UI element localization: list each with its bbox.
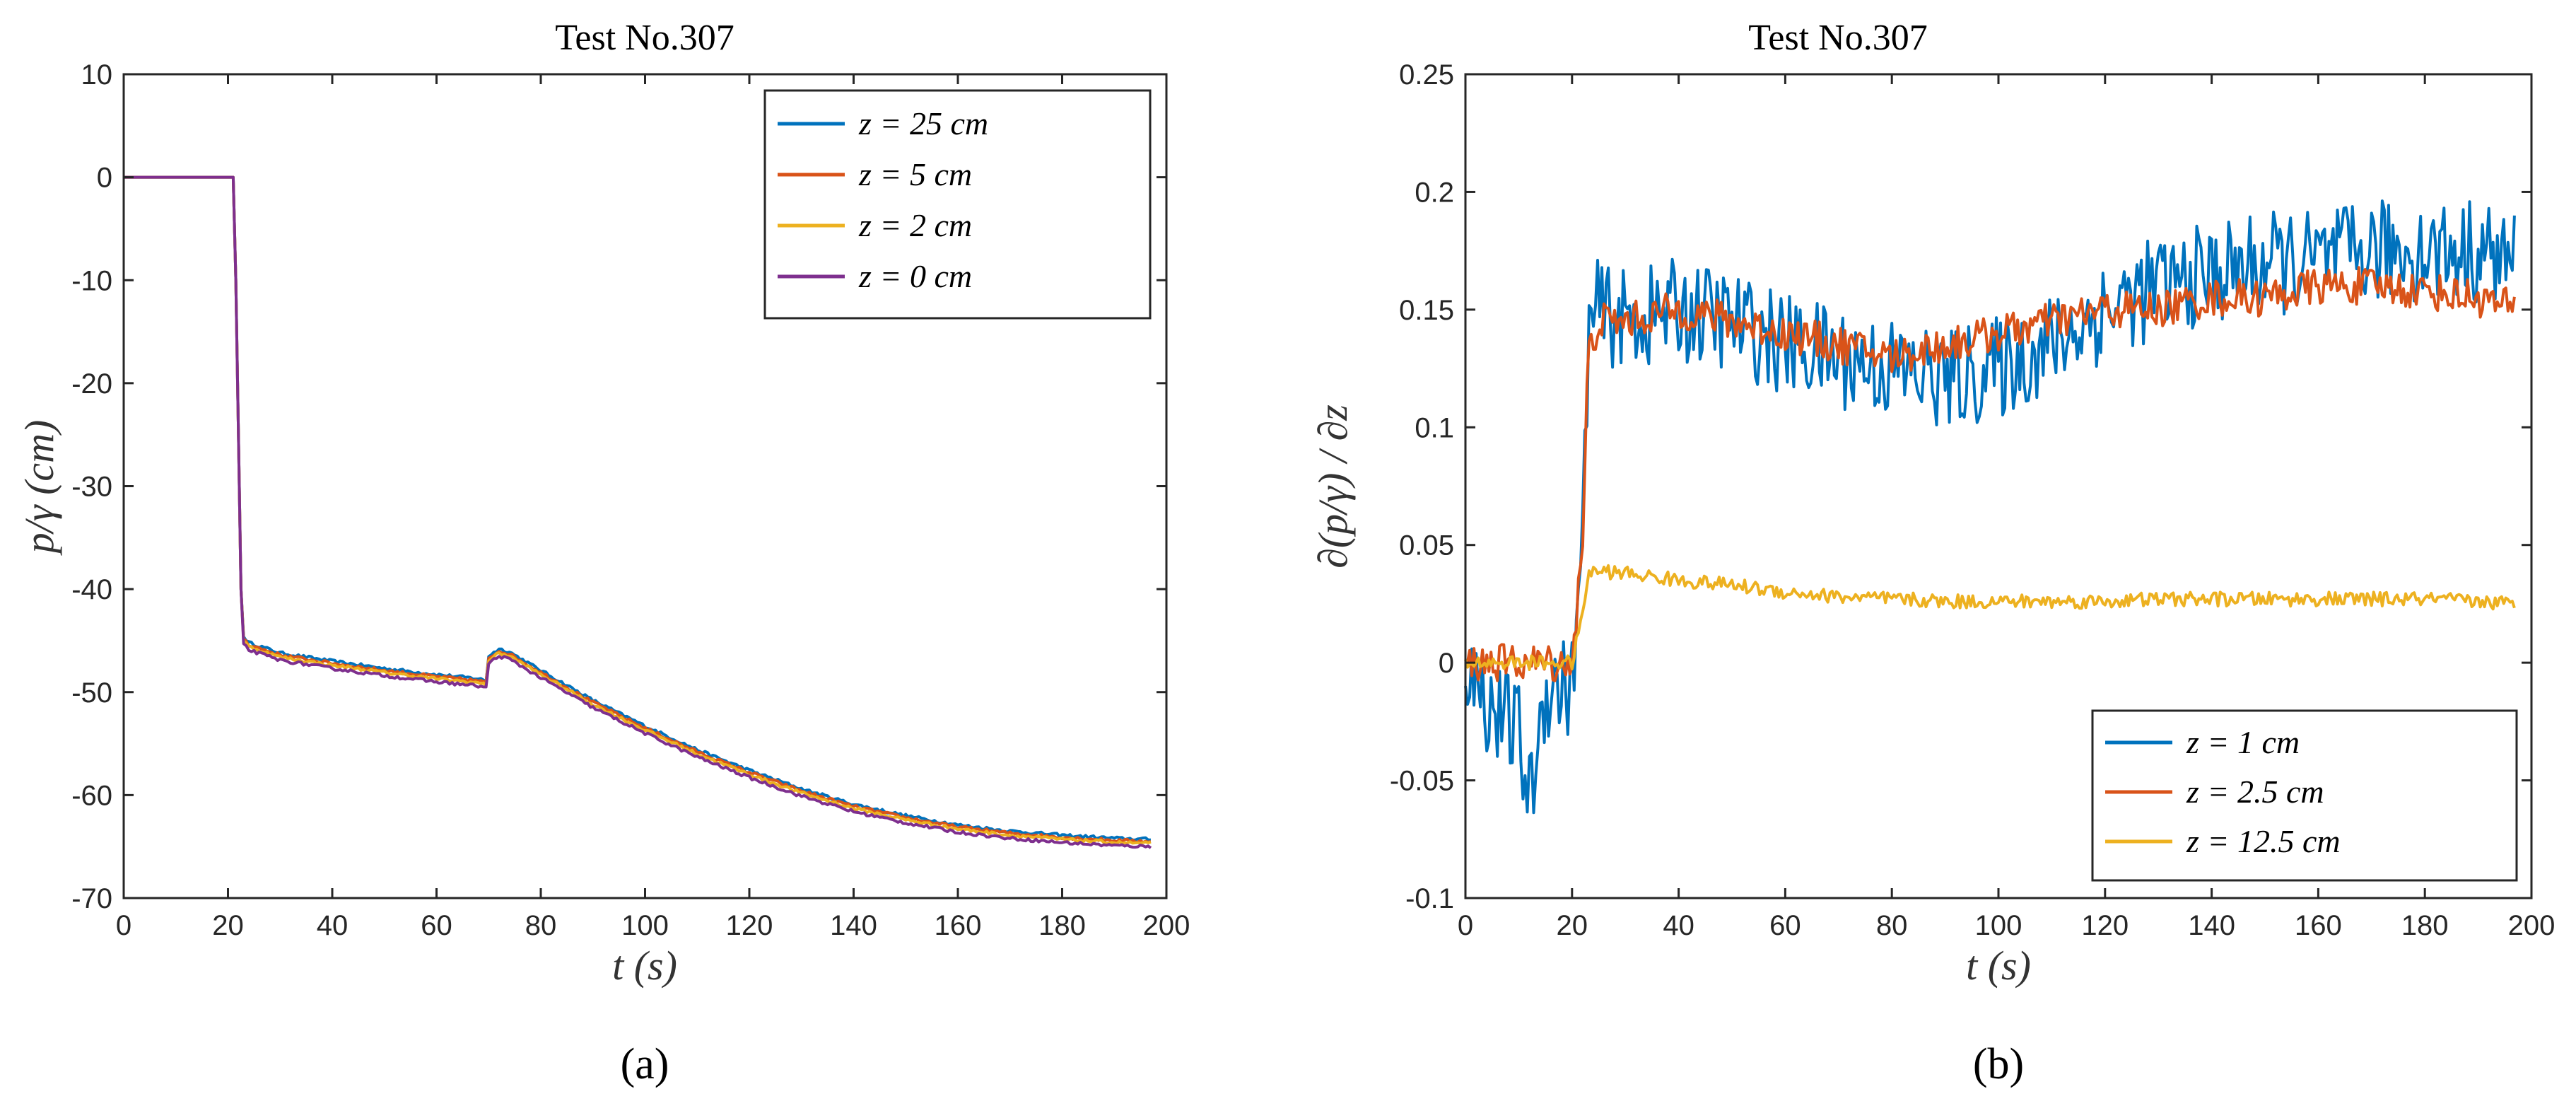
y-tick-label: 0.2 xyxy=(1415,177,1454,208)
y-tick-label: 0.1 xyxy=(1415,412,1454,443)
legend-box xyxy=(2091,709,2518,882)
y-axis-ticks: 0.25 0.2 0.15 0.1 0.05 0 -0.05 -0.1 xyxy=(1390,59,2531,914)
x-tick-label: 140 xyxy=(830,910,877,941)
x-tick-label: 0 xyxy=(1458,910,1473,941)
y-tick-label: -50 xyxy=(71,677,112,709)
x-tick-label: 20 xyxy=(1557,910,1588,941)
x-tick-label: 60 xyxy=(1769,910,1801,941)
x-tick-label: 40 xyxy=(317,910,349,941)
legend-label: z = 2.5 cm xyxy=(2186,774,2324,810)
x-tick-label: 200 xyxy=(1143,910,1190,941)
x-tick-label: 120 xyxy=(2081,910,2129,941)
x-tick-label: 180 xyxy=(2401,910,2449,941)
x-tick-label: 140 xyxy=(2188,910,2235,941)
y-tick-label: 0 xyxy=(97,163,112,194)
y-tick-label: -60 xyxy=(71,780,112,811)
legend-label: z = 0 cm xyxy=(858,258,972,294)
legend-label: z = 25 cm xyxy=(858,105,988,141)
legend-label: z = 12.5 cm xyxy=(2186,823,2341,859)
chart-title: Test No.307 xyxy=(555,18,734,58)
x-tick-label: 0 xyxy=(116,910,131,941)
y-tick-label: -70 xyxy=(71,883,112,914)
legend: z = 25 cm z = 5 cm z = 2 cm z = 0 cm xyxy=(763,89,1152,320)
y-tick-label: 0.25 xyxy=(1399,59,1454,91)
y-axis-label: ∂(p/γ) / ∂z xyxy=(1310,404,1356,569)
panel-caption: (a) xyxy=(621,1040,669,1088)
legend-label: z = 1 cm xyxy=(2186,724,2300,760)
x-axis-ticks: 0 20 40 60 80 100 120 140 160 180 200 xyxy=(1458,74,2555,941)
x-tick-label: 80 xyxy=(1876,910,1908,941)
y-tick-label: 0.05 xyxy=(1399,530,1454,561)
legend: z = 1 cm z = 2.5 cm z = 12.5 cm xyxy=(2091,709,2518,882)
x-tick-label: 200 xyxy=(2508,910,2555,941)
x-axis-label: t (s) xyxy=(1966,943,2031,989)
y-tick-label: -40 xyxy=(71,574,112,605)
panel-caption: (b) xyxy=(1973,1040,2024,1088)
chart-title: Test No.307 xyxy=(1748,18,1927,58)
x-tick-label: 60 xyxy=(421,910,452,941)
y-tick-label: 0 xyxy=(1439,648,1454,679)
series-line-3 xyxy=(1464,564,2516,671)
y-axis-ticks: 10 0 -10 -20 -30 -40 -50 -60 -70 xyxy=(71,59,1166,914)
x-axis-ticks: 0 20 40 60 80 100 120 140 160 180 200 xyxy=(116,74,1190,941)
chart-panel-a: Test No.307 0 20 40 60 80 100 120 140 160 180 200 … xyxy=(16,18,1190,1088)
x-tick-label: 180 xyxy=(1038,910,1086,941)
y-tick-label: -10 xyxy=(71,265,112,296)
legend-entries: z = 1 cm z = 2.5 cm z = 12.5 cm xyxy=(2105,724,2341,859)
x-tick-label: 100 xyxy=(1975,910,2022,941)
series-group xyxy=(1464,199,2516,815)
x-tick-label: 40 xyxy=(1663,910,1694,941)
series-line-2 xyxy=(124,175,1152,844)
y-tick-label: -0.05 xyxy=(1390,766,1454,797)
y-tick-label: -30 xyxy=(71,472,112,503)
y-tick-label: 0.15 xyxy=(1399,295,1454,326)
x-axis-label: t (s) xyxy=(612,943,677,989)
y-tick-label: -20 xyxy=(71,368,112,400)
x-tick-label: 80 xyxy=(525,910,557,941)
series-line-4 xyxy=(124,175,1152,849)
x-tick-label: 100 xyxy=(621,910,669,941)
series-line-2 xyxy=(1464,266,2516,682)
legend-entries: z = 25 cm z = 5 cm z = 2 cm z = 0 cm xyxy=(778,105,988,294)
y-tick-label: -0.1 xyxy=(1405,883,1454,914)
y-tick-label: 10 xyxy=(81,59,113,91)
legend-box xyxy=(763,89,1152,320)
x-tick-label: 120 xyxy=(726,910,773,941)
legend-label: z = 2 cm xyxy=(858,207,972,243)
legend-label: z = 5 cm xyxy=(858,156,972,192)
chart-panel-b: Test No.307 0 20 40 60 80 100 120 140 160 180 200 … xyxy=(1310,18,2555,1088)
x-tick-label: 160 xyxy=(935,910,982,941)
x-tick-label: 160 xyxy=(2295,910,2342,941)
series-line-3 xyxy=(124,175,1152,845)
x-tick-label: 20 xyxy=(212,910,244,941)
series-group xyxy=(124,175,1152,849)
y-axis-label: p/γ (cm) xyxy=(16,420,62,557)
